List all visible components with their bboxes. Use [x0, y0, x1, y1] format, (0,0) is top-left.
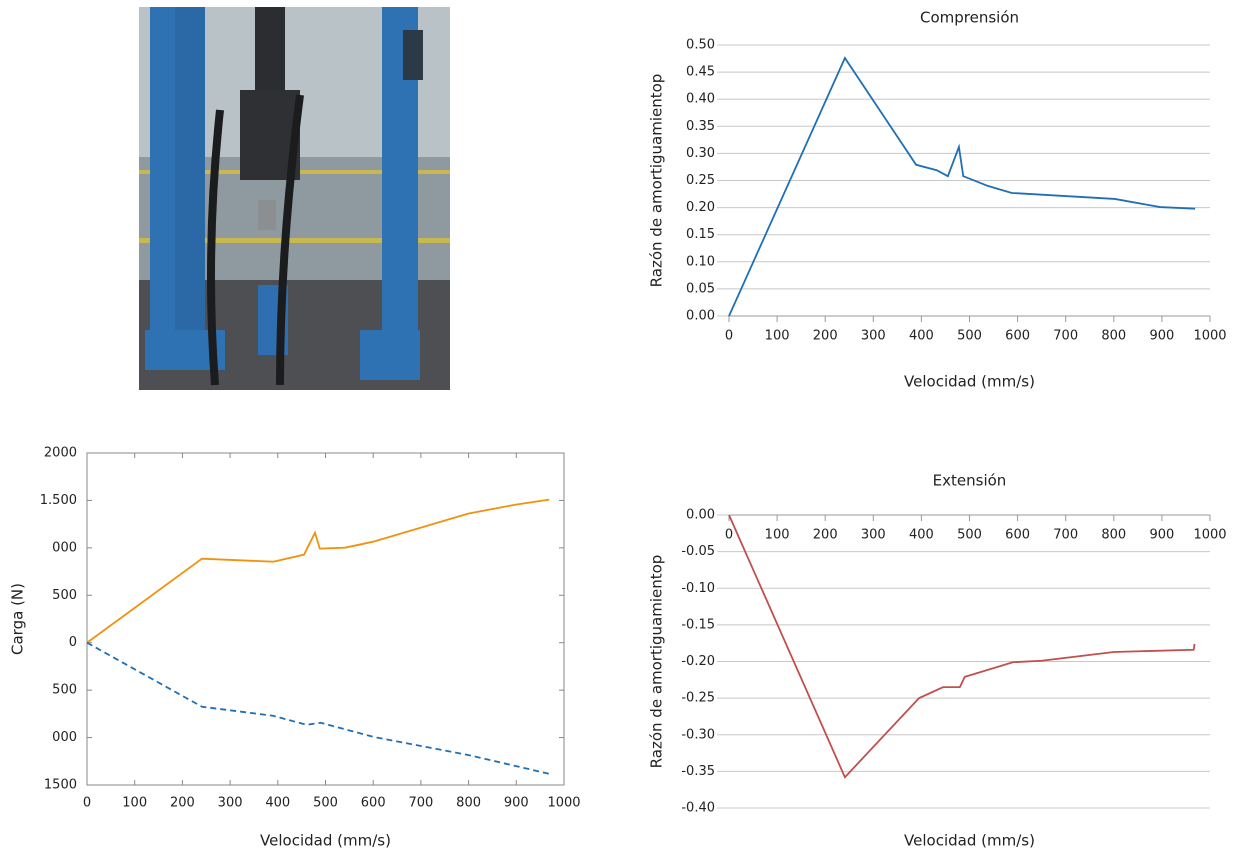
x-tick-label: 700	[1053, 329, 1078, 344]
y-tick-label: 0.00	[686, 508, 715, 523]
y-tick-label: 0.10	[686, 254, 715, 269]
x-tick-label: 0	[83, 796, 91, 811]
photo	[139, 7, 450, 390]
x-tick-label: 600	[1005, 329, 1030, 344]
x-tick-label: 500	[957, 528, 982, 543]
series-line	[86, 641, 550, 775]
y-tick-label: -0.35	[681, 764, 715, 779]
y-tick-label: 2000	[44, 446, 77, 461]
y-tick-label: 0.25	[686, 173, 715, 188]
x-tick-label: 500	[957, 329, 982, 344]
y-tick-label: 0.30	[686, 146, 715, 161]
y-tick-label: 1.500	[40, 493, 77, 508]
x-tick-label: 400	[265, 796, 290, 811]
y-axis-label: Razón de amortiguamientop	[648, 555, 666, 769]
x-tick-label: 400	[909, 329, 934, 344]
x-tick-label: 600	[361, 796, 386, 811]
y-tick-label: 0.20	[686, 200, 715, 215]
y-tick-label: 0.45	[686, 65, 715, 80]
y-tick-label: 0.40	[686, 92, 715, 107]
y-tick-label: 000	[52, 730, 77, 745]
y-tick-label: 000	[52, 540, 77, 555]
y-tick-label: -0.15	[681, 617, 715, 632]
x-tick-label: 900	[504, 796, 529, 811]
y-tick-label: 0.35	[686, 119, 715, 134]
y-tick-label: -0.20	[681, 654, 715, 669]
y-tick-label: 0	[69, 635, 77, 650]
x-tick-label: 0	[725, 329, 733, 344]
series-line	[728, 56, 1196, 317]
y-tick-label: -0.05	[681, 544, 715, 559]
x-tick-label: 200	[813, 528, 838, 543]
y-tick-label: 1500	[44, 778, 77, 793]
y-tick-label: 500	[52, 683, 77, 698]
x-tick-label: 400	[909, 528, 934, 543]
x-tick-label: 800	[456, 796, 481, 811]
x-tick-label: 700	[1053, 528, 1078, 543]
x-tick-label: 1000	[1193, 329, 1226, 344]
x-tick-label: 900	[1149, 528, 1174, 543]
chart-title: Comprensión	[920, 9, 1019, 27]
x-tick-label: 200	[170, 796, 195, 811]
x-axis-label: Velocidad (mm/s)	[904, 373, 1035, 391]
x-tick-label: 200	[813, 329, 838, 344]
x-tick-label: 300	[861, 329, 886, 344]
plot-frame	[86, 452, 565, 786]
x-tick-label: 0	[725, 528, 733, 543]
y-tick-label: 0.05	[686, 281, 715, 296]
y-tick-label: -0.40	[681, 801, 715, 816]
x-axis-label: Velocidad (mm/s)	[904, 832, 1035, 850]
x-tick-label: 1000	[547, 796, 580, 811]
y-tick-label: -0.30	[681, 727, 715, 742]
y-tick-label: -0.10	[681, 581, 715, 596]
series-line	[86, 498, 550, 644]
y-tick-label: 0.50	[686, 38, 715, 53]
y-tick-label: 500	[52, 588, 77, 603]
y-axis-label: Carga (N)	[9, 583, 27, 655]
series-line	[728, 514, 1196, 779]
x-tick-label: 100	[122, 796, 147, 811]
y-tick-label: -0.25	[681, 691, 715, 706]
x-tick-label: 300	[861, 528, 886, 543]
y-axis-label: Razón de amortiguamientop	[648, 74, 666, 288]
x-tick-label: 300	[218, 796, 243, 811]
x-tick-label: 600	[1005, 528, 1030, 543]
x-tick-label: 100	[765, 329, 790, 344]
x-tick-label: 900	[1149, 329, 1174, 344]
y-tick-label: 0.15	[686, 227, 715, 242]
y-tick-label: 0.00	[686, 309, 715, 324]
x-tick-label: 800	[1101, 528, 1126, 543]
x-tick-label: 700	[408, 796, 433, 811]
x-tick-label: 800	[1101, 329, 1126, 344]
x-tick-label: 1000	[1193, 528, 1226, 543]
x-tick-label: 500	[313, 796, 338, 811]
x-axis-label: Velocidad (mm/s)	[260, 832, 391, 850]
chart-title: Extensión	[933, 472, 1007, 490]
x-tick-label: 100	[765, 528, 790, 543]
